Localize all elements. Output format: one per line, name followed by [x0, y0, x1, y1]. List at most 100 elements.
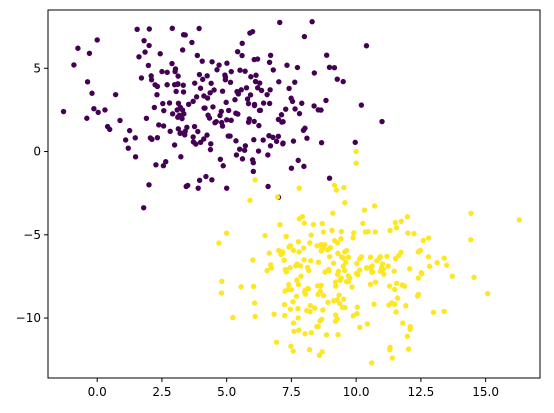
data-point-s1-189 [262, 232, 268, 239]
data-point-s0-157 [292, 79, 298, 85]
data-point-s0-60 [166, 100, 173, 106]
data-point-s1-142 [449, 273, 455, 279]
data-point-s1-138 [266, 250, 272, 256]
data-point-s0-98 [194, 52, 201, 59]
data-point-s1-95 [485, 290, 491, 297]
data-point-s0-167 [199, 58, 205, 64]
data-point-s1-117 [468, 237, 474, 243]
data-point-s0-1 [71, 62, 77, 68]
data-point-s0-4 [89, 90, 95, 96]
data-point-s1-185 [338, 236, 344, 242]
data-point-s0-117 [204, 73, 210, 79]
data-point-s0-35 [251, 137, 257, 143]
data-point-s0-130 [132, 154, 139, 160]
data-point-s1-207 [317, 318, 323, 324]
data-point-s0-158 [207, 146, 214, 153]
data-point-s1-11 [368, 360, 375, 366]
data-point-s0-95 [207, 90, 213, 96]
x-tick-label: 0.0 [88, 385, 107, 399]
data-point-s0-234 [179, 107, 186, 113]
data-point-s0-236 [190, 134, 196, 140]
data-point-s0-104 [216, 62, 222, 68]
data-point-s1-197 [282, 266, 289, 273]
data-point-s0-190 [95, 109, 101, 116]
data-point-s0-30 [154, 134, 161, 141]
data-point-s0-176 [138, 75, 145, 81]
data-point-s1-235 [283, 233, 289, 240]
data-point-s1-167 [295, 238, 302, 245]
data-point-s1-15 [441, 255, 447, 261]
data-point-s0-146 [218, 108, 224, 115]
data-point-s1-130 [358, 254, 365, 260]
data-point-s0-80 [219, 88, 226, 94]
data-point-s0-105 [242, 68, 248, 74]
data-point-s1-99 [319, 220, 325, 227]
data-point-s0-145 [266, 100, 273, 107]
data-point-s0-57 [241, 147, 248, 153]
data-point-s0-75 [255, 148, 262, 154]
data-point-s0-21 [203, 173, 209, 180]
data-point-s1-59 [301, 257, 307, 263]
data-point-s0-100 [228, 117, 234, 124]
data-point-s1-16 [425, 235, 432, 241]
data-point-s1-198 [268, 265, 275, 271]
data-point-s0-242 [233, 110, 239, 116]
data-point-s0-149 [201, 136, 207, 142]
data-point-s0-10 [239, 40, 245, 46]
data-point-s0-56 [148, 73, 154, 79]
data-point-s0-112 [279, 119, 285, 125]
data-point-s0-197 [179, 115, 185, 122]
data-point-s1-30 [391, 268, 397, 274]
data-point-s0-222 [192, 80, 198, 86]
data-point-s0-121 [286, 85, 292, 92]
data-point-s1-164 [354, 304, 361, 310]
axes-frame [47, 9, 541, 379]
data-point-s0-67 [235, 91, 242, 97]
data-point-s1-10 [306, 346, 313, 353]
data-point-s0-133 [326, 175, 333, 181]
data-point-s0-139 [126, 127, 133, 134]
data-point-s1-230 [295, 315, 301, 321]
data-point-s1-136 [297, 263, 304, 269]
data-point-s1-147 [320, 229, 327, 235]
data-point-s0-239 [224, 60, 230, 66]
data-point-s0-246 [193, 94, 200, 100]
data-point-s0-108 [264, 91, 270, 98]
data-point-s1-78 [250, 257, 256, 263]
data-point-s0-124 [214, 67, 220, 73]
data-point-s0-153 [280, 140, 286, 146]
data-point-s1-133 [302, 331, 308, 337]
data-point-s0-166 [117, 117, 123, 124]
data-point-s0-92 [160, 163, 167, 169]
data-point-s0-85 [233, 152, 240, 158]
data-point-s0-186 [164, 69, 170, 76]
data-point-s0-192 [267, 143, 274, 149]
data-point-s1-220 [336, 292, 342, 298]
data-point-s1-0 [516, 217, 522, 223]
data-point-s0-161 [75, 45, 81, 51]
data-point-s1-212 [286, 244, 292, 250]
data-point-s0-128 [193, 141, 199, 147]
data-point-s1-64 [307, 240, 313, 246]
data-point-s0-44 [169, 111, 176, 117]
data-point-s0-90 [142, 49, 148, 55]
data-point-s0-89 [290, 138, 297, 144]
data-point-s0-240 [302, 125, 308, 131]
data-point-s0-32 [164, 82, 170, 88]
data-point-s1-242 [250, 283, 257, 290]
data-point-s0-184 [175, 126, 182, 132]
data-point-s1-128 [364, 321, 371, 327]
data-point-s0-74 [334, 76, 340, 82]
data-point-s1-52 [425, 254, 432, 260]
data-point-s1-40 [367, 254, 374, 260]
data-point-s1-93 [307, 302, 313, 309]
data-point-s1-215 [327, 253, 333, 260]
data-point-s1-194 [350, 235, 356, 241]
data-point-s0-232 [251, 101, 258, 108]
data-point-s1-168 [298, 273, 304, 279]
data-point-s1-103 [414, 293, 421, 299]
data-point-s1-192 [381, 271, 387, 277]
data-point-s0-38 [253, 72, 259, 78]
data-point-s1-195 [418, 269, 424, 276]
data-point-s0-70 [205, 112, 211, 118]
